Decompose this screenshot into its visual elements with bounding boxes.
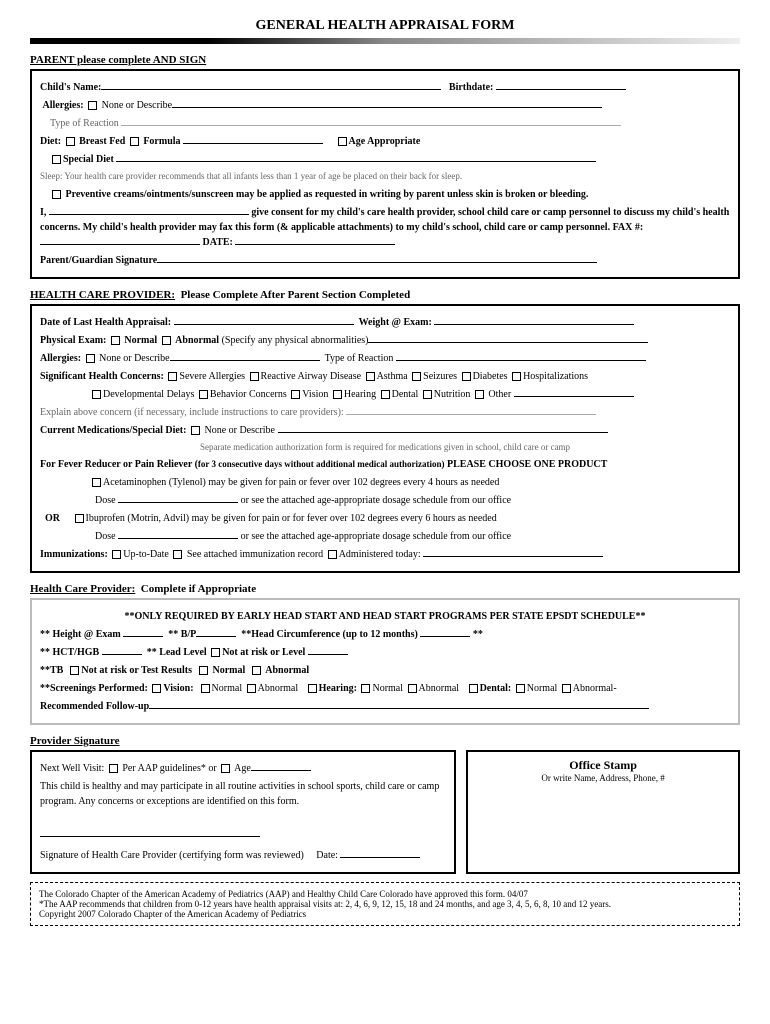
section4-header: Provider Signature bbox=[30, 735, 740, 747]
allergies-none-checkbox[interactable] bbox=[88, 101, 97, 110]
allergies-label: Allergies: bbox=[43, 100, 84, 111]
none-describe-label: None or Describe bbox=[102, 100, 173, 111]
provider-section-box: Date of Last Health Appraisal: Weight @ … bbox=[30, 304, 740, 574]
diet-label: Diet: bbox=[40, 136, 61, 147]
type-reaction-label: Type of Reaction bbox=[50, 118, 119, 129]
age-appropriate-checkbox[interactable] bbox=[338, 137, 347, 146]
preventive-checkbox[interactable] bbox=[52, 190, 61, 199]
special-diet-checkbox[interactable] bbox=[52, 155, 61, 164]
headstart-section-box: **ONLY REQUIRED BY EARLY HEAD START AND … bbox=[30, 598, 740, 725]
section1-header: PARENT please complete AND SIGN bbox=[30, 54, 740, 66]
section3-header: Health Care Provider: Complete if Approp… bbox=[30, 583, 740, 595]
parent-section-box: Child's Name: Birthdate: Allergies: None… bbox=[30, 69, 740, 279]
child-name-label: Child's Name: bbox=[40, 82, 101, 93]
divider-bar bbox=[30, 38, 740, 44]
parent-signature-label: Parent/Guardian Signature bbox=[40, 255, 157, 266]
formula-checkbox[interactable] bbox=[130, 137, 139, 146]
form-title: GENERAL HEALTH APPRAISAL FORM bbox=[30, 18, 740, 34]
birthdate-label: Birthdate: bbox=[449, 82, 493, 93]
acetaminophen-checkbox[interactable] bbox=[92, 478, 101, 487]
office-stamp-box: Office Stamp Or write Name, Address, Pho… bbox=[466, 750, 740, 874]
abnormal-checkbox[interactable] bbox=[162, 336, 171, 345]
ibuprofen-checkbox[interactable] bbox=[75, 514, 84, 523]
section2-header: HEALTH CARE PROVIDER: Please Complete Af… bbox=[30, 289, 740, 301]
normal-checkbox[interactable] bbox=[111, 336, 120, 345]
signature-box: Next Well Visit: Per AAP guidelines* or … bbox=[30, 750, 456, 874]
sleep-note: Sleep: Your health care provider recomme… bbox=[40, 170, 730, 184]
hcp-allergies-none-checkbox[interactable] bbox=[86, 354, 95, 363]
footer-box: The Colorado Chapter of the American Aca… bbox=[30, 882, 740, 926]
breastfed-checkbox[interactable] bbox=[66, 137, 75, 146]
